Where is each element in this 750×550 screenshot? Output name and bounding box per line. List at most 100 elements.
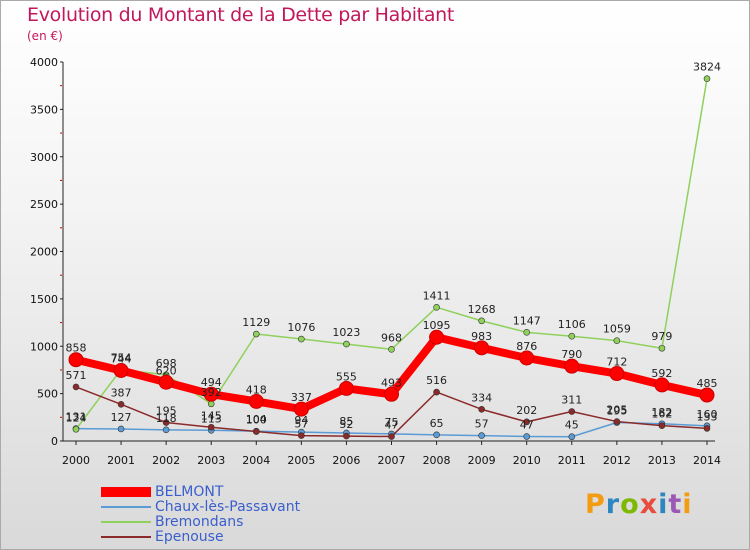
data-label: 968 — [381, 331, 402, 344]
data-point — [523, 418, 531, 426]
data-label: 202 — [516, 404, 537, 417]
x-tick-label: 2001 — [107, 454, 135, 467]
data-label: 94 — [294, 414, 308, 427]
data-label: 100 — [246, 414, 267, 427]
data-label: 790 — [561, 348, 582, 361]
data-label: 311 — [561, 394, 582, 407]
legend-label: BELMONT — [155, 484, 224, 500]
y-tick-label: 2000 — [30, 246, 58, 259]
x-tick-label: 2000 — [62, 454, 90, 467]
data-label: 392 — [201, 386, 222, 399]
data-label: 47 — [520, 419, 534, 432]
data-point — [613, 418, 621, 425]
data-point — [429, 329, 445, 345]
data-point — [433, 388, 440, 396]
y-tick-label: 4000 — [30, 56, 58, 69]
data-point — [699, 387, 715, 403]
logo-letter: x — [639, 489, 659, 520]
data-point — [474, 340, 490, 356]
data-point — [293, 401, 309, 417]
data-label: 494 — [201, 376, 222, 389]
data-point — [388, 345, 395, 353]
data-point — [658, 344, 666, 352]
data-label: 858 — [66, 342, 87, 355]
data-point — [703, 425, 711, 432]
data-label: 57 — [294, 418, 308, 431]
data-label: 1147 — [513, 314, 541, 327]
x-tick-label: 2003 — [197, 454, 225, 467]
data-point — [609, 366, 625, 382]
data-point — [478, 317, 485, 325]
legend-label: Epenouse — [155, 529, 224, 545]
data-label: 195 — [156, 405, 177, 418]
data-point — [158, 374, 174, 390]
data-label: 118 — [156, 412, 177, 425]
data-label: 160 — [697, 408, 718, 421]
data-point — [72, 383, 80, 391]
data-point — [519, 350, 535, 366]
data-label: 162 — [651, 408, 672, 421]
data-label: 131 — [66, 411, 87, 424]
data-label: 979 — [651, 330, 672, 343]
data-point — [338, 380, 354, 396]
data-point — [248, 393, 264, 409]
x-tick-label: 2012 — [603, 454, 631, 467]
y-tick-label: 2500 — [30, 198, 58, 211]
legend-swatch — [101, 487, 151, 497]
data-label: 744 — [111, 353, 132, 366]
data-label: 1023 — [332, 326, 360, 339]
data-point — [433, 431, 440, 439]
data-label: 493 — [381, 376, 402, 389]
data-point — [162, 419, 170, 426]
data-point — [207, 423, 215, 431]
legend-swatch — [101, 521, 151, 523]
proxiti-logo: Proxiti — [585, 489, 693, 520]
legend-swatch — [101, 536, 151, 538]
data-label: 337 — [291, 391, 312, 404]
data-label: 1106 — [558, 318, 586, 331]
x-tick-label: 2010 — [513, 454, 541, 467]
data-point — [343, 432, 350, 440]
data-label: 485 — [697, 377, 718, 390]
data-label: 182 — [651, 406, 672, 419]
data-point — [343, 340, 350, 348]
logo-letter: i — [682, 489, 693, 520]
data-point — [117, 425, 125, 433]
data-point — [298, 432, 305, 439]
data-point — [523, 433, 531, 440]
logo-letter: o — [620, 489, 640, 520]
data-point — [384, 386, 399, 402]
data-label: 592 — [651, 367, 672, 380]
data-point — [72, 425, 80, 433]
data-label: 1411 — [423, 289, 451, 302]
data-point — [658, 422, 666, 429]
data-label: 1268 — [468, 303, 496, 316]
data-point — [568, 332, 576, 340]
data-label: 104 — [246, 413, 267, 426]
logo-letter: t — [668, 489, 683, 520]
x-tick-label: 2008 — [423, 454, 451, 467]
data-point — [113, 363, 129, 379]
data-label: 983 — [471, 330, 492, 343]
data-point — [68, 352, 84, 368]
y-tick-label: 1000 — [30, 340, 58, 353]
data-label: 1129 — [242, 316, 270, 329]
y-tick-label: 500 — [37, 388, 58, 401]
data-label: 698 — [156, 357, 177, 370]
data-label: 75 — [385, 416, 399, 429]
data-label: 334 — [471, 391, 492, 404]
data-point — [564, 358, 580, 374]
data-label: 876 — [516, 340, 537, 353]
data-point — [388, 433, 395, 440]
x-tick-label: 2005 — [287, 454, 315, 467]
y-tick-label: 1500 — [30, 293, 58, 306]
data-point — [298, 335, 305, 343]
logo-letter: i — [658, 489, 669, 520]
x-tick-label: 2011 — [558, 454, 586, 467]
x-tick-label: 2006 — [332, 454, 360, 467]
y-tick-label: 0 — [51, 435, 58, 448]
logo-letter: r — [605, 489, 621, 520]
data-point — [117, 401, 125, 408]
data-point — [478, 406, 485, 413]
